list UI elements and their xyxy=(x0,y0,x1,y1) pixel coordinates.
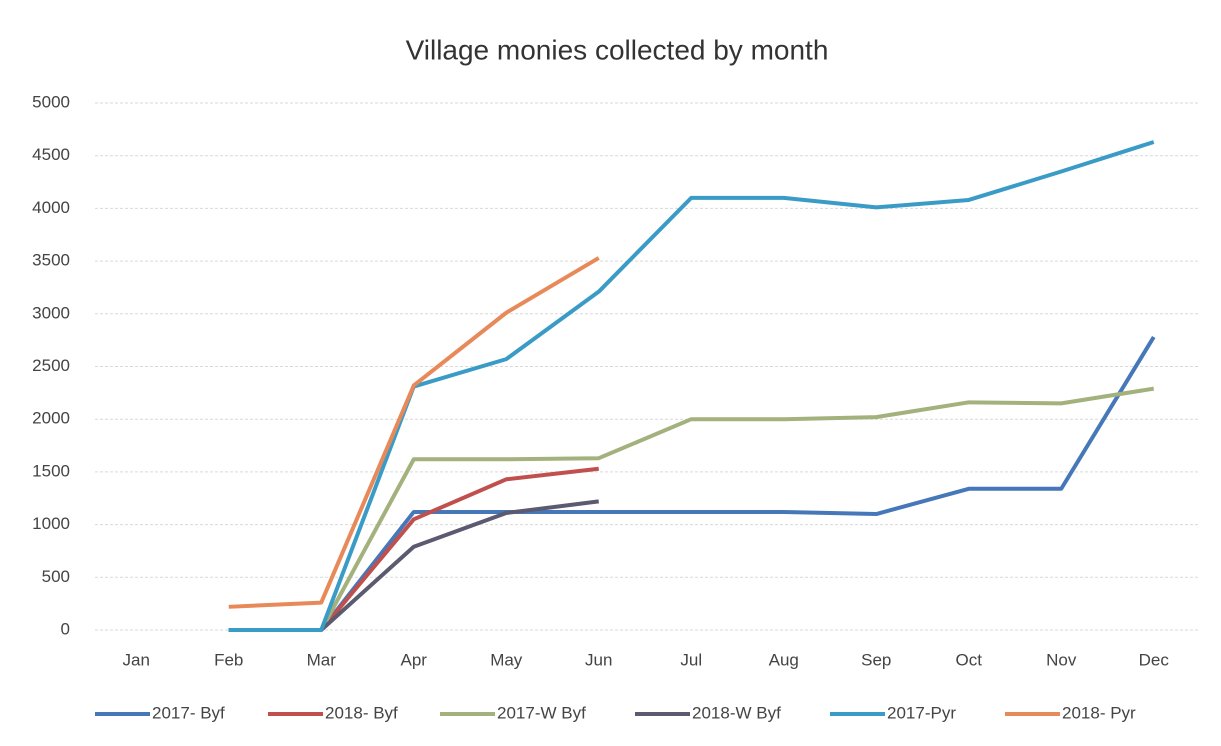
y-tick-label: 0 xyxy=(61,619,70,638)
chart-title: Village monies collected by month xyxy=(406,34,829,65)
legend-label: 2017-Pyr xyxy=(887,703,956,722)
series-line xyxy=(228,335,1156,632)
x-tick-label: Dec xyxy=(1139,650,1170,669)
series-line xyxy=(228,140,1155,632)
y-tick-label: 2000 xyxy=(32,409,70,428)
y-tick-label: 5000 xyxy=(32,92,70,111)
x-tick-label: Sep xyxy=(861,650,891,669)
legend-label: 2018- Pyr xyxy=(1062,703,1136,722)
x-tick-label: May xyxy=(490,650,523,669)
x-tick-label: Aug xyxy=(769,650,799,669)
y-tick-label: 4000 xyxy=(32,198,70,217)
x-tick-label: Jan xyxy=(123,650,150,669)
x-tick-label: Feb xyxy=(214,650,243,669)
x-tick-label: Nov xyxy=(1046,650,1077,669)
y-tick-label: 3500 xyxy=(32,251,70,270)
series-line xyxy=(228,256,600,609)
y-tick-label: 2500 xyxy=(32,356,70,375)
legend-label: 2018- Byf xyxy=(325,703,398,722)
series-line xyxy=(228,386,1155,632)
x-tick-label: Apr xyxy=(401,650,428,669)
y-tick-label: 3000 xyxy=(32,303,70,322)
legend-label: 2018-W Byf xyxy=(692,703,781,722)
legend-label: 2017-W Byf xyxy=(497,703,586,722)
y-tick-label: 500 xyxy=(42,567,70,586)
y-tick-label: 4500 xyxy=(32,145,70,164)
y-tick-label: 1000 xyxy=(32,514,70,533)
x-tick-label: Jun xyxy=(585,650,612,669)
x-tick-label: Mar xyxy=(307,650,337,669)
legend-label: 2017- Byf xyxy=(152,703,225,722)
x-tick-label: Jul xyxy=(680,650,702,669)
x-tick-label: Oct xyxy=(956,650,983,669)
y-tick-label: 1500 xyxy=(32,461,70,480)
